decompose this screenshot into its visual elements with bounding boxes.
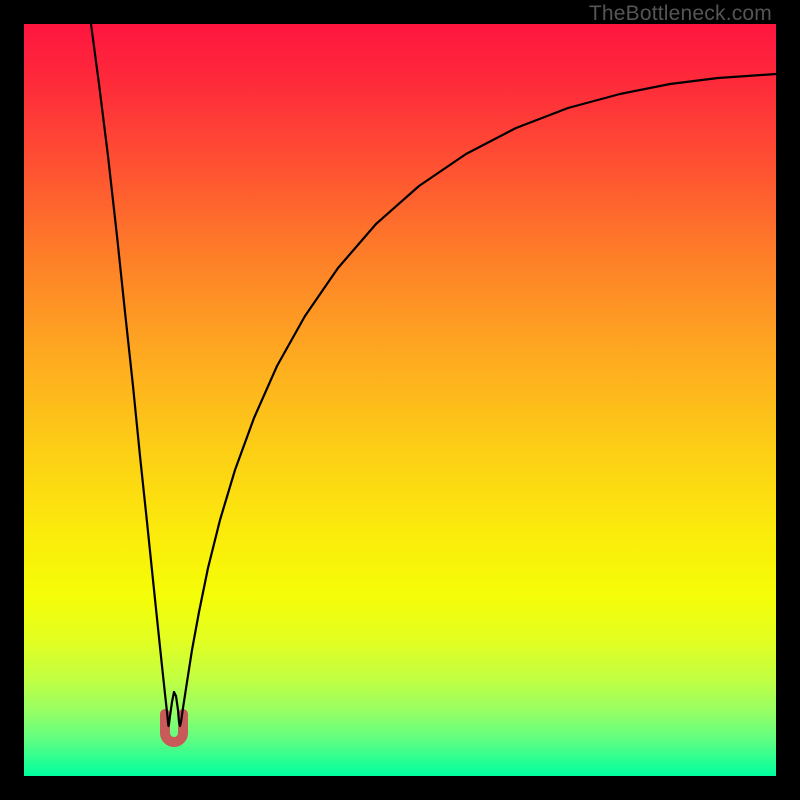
curve-line xyxy=(91,24,776,726)
bottleneck-curve xyxy=(24,24,776,776)
plot-area xyxy=(24,24,776,776)
chart-frame: TheBottleneck.com xyxy=(0,0,800,800)
watermark-text: TheBottleneck.com xyxy=(589,2,772,26)
